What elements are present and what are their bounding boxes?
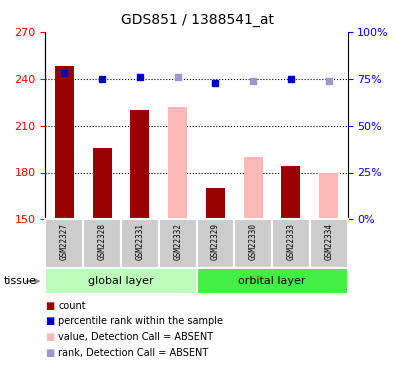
Bar	[130, 110, 149, 219]
Bar	[159, 219, 197, 268]
Text: ■: ■	[45, 316, 55, 326]
Text: count: count	[58, 301, 86, 310]
Text: GSM22332: GSM22332	[173, 223, 182, 260]
Bar	[310, 219, 348, 268]
Text: ■: ■	[45, 301, 55, 310]
Bar	[206, 188, 225, 219]
Text: GSM22329: GSM22329	[211, 223, 220, 260]
Bar	[93, 147, 111, 219]
Text: GSM22334: GSM22334	[324, 223, 333, 260]
Text: GSM22328: GSM22328	[98, 223, 107, 260]
Bar	[244, 157, 263, 219]
Text: GSM22331: GSM22331	[135, 223, 144, 260]
Text: value, Detection Call = ABSENT: value, Detection Call = ABSENT	[58, 332, 214, 342]
Text: GSM22327: GSM22327	[60, 223, 69, 260]
Bar	[282, 166, 300, 219]
Bar	[121, 219, 159, 268]
Bar	[168, 107, 187, 219]
Text: ■: ■	[45, 348, 55, 358]
Bar	[197, 219, 234, 268]
Bar	[45, 219, 83, 268]
Bar	[83, 219, 121, 268]
Bar	[197, 268, 348, 294]
Text: ■: ■	[45, 332, 55, 342]
Text: tissue: tissue	[4, 276, 37, 286]
Bar	[272, 219, 310, 268]
Text: GDS851 / 1388541_at: GDS851 / 1388541_at	[121, 13, 274, 27]
Bar	[319, 172, 338, 219]
Text: GSM22333: GSM22333	[286, 223, 295, 260]
Bar	[45, 268, 197, 294]
Text: rank, Detection Call = ABSENT: rank, Detection Call = ABSENT	[58, 348, 209, 358]
Bar	[234, 219, 272, 268]
Text: global layer: global layer	[88, 276, 154, 286]
Text: percentile rank within the sample: percentile rank within the sample	[58, 316, 224, 326]
Text: orbital layer: orbital layer	[238, 276, 306, 286]
Bar	[55, 66, 74, 219]
Text: GSM22330: GSM22330	[249, 223, 258, 260]
